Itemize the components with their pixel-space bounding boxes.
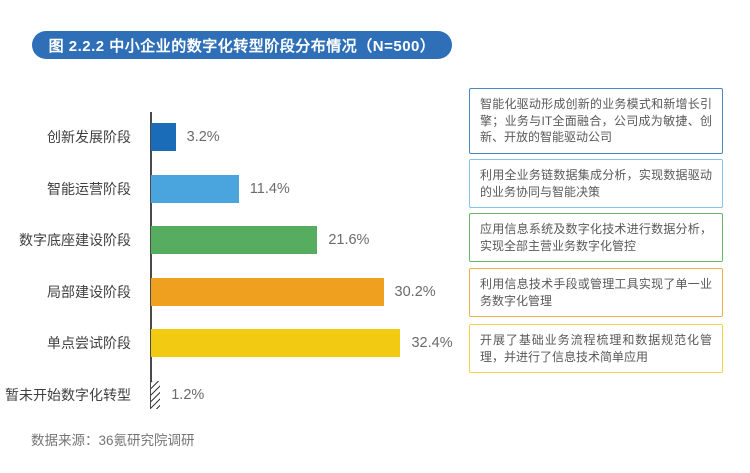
chart-title: 图 2.2.2 中小企业的数字化转型阶段分布情况（N=500）	[48, 37, 436, 55]
annotation-text: 利用信息技术手段或管理工具实现了单一业务数字化管理	[480, 277, 712, 308]
category-label: 数字底座建设阶段	[19, 232, 131, 248]
annotation-box: 智能化驱动形成创新的业务模式和新增长引擎；业务与IT全面融合，公司成为敏捷、创新…	[469, 88, 723, 154]
bar-row: 暂未开始数字化转型 1.2%	[0, 380, 460, 409]
chart-title-banner: 图 2.2.2 中小企业的数字化转型阶段分布情况（N=500）	[32, 31, 452, 59]
annotation-box: 开展了基础业务流程梳理和数据规范化管理，并进行了信息技术简单应用	[469, 324, 723, 373]
category-label: 局部建设阶段	[47, 283, 131, 300]
value-label: 11.4%	[249, 180, 290, 197]
bar	[151, 174, 239, 203]
category-label: 单点尝试阶段	[47, 335, 131, 351]
bar-row: 数字底座建设阶段 21.6%	[0, 226, 460, 254]
bar-row: 创新发展阶段 3.2%	[0, 123, 460, 151]
annotation-text: 智能化驱动形成创新的业务模式和新增长引擎；业务与IT全面融合，公司成为敏捷、创新…	[480, 97, 712, 144]
bar	[151, 380, 161, 409]
bar	[151, 277, 384, 306]
y-axis-line	[150, 112, 152, 409]
value-label: 1.2%	[171, 386, 205, 403]
annotation-box: 利用信息技术手段或管理工具实现了单一业务数字化管理	[469, 268, 723, 317]
value-label: 32.4%	[411, 335, 453, 351]
annotation-box: 利用全业务链数据集成分析，实现数据驱动的业务协同与智能决策	[469, 159, 723, 208]
value-label: 3.2%	[186, 129, 220, 145]
bar-chart: 创新发展阶段 3.2% 智能运营阶段 11.4% 数字底座建设阶段 21.6% 局部建设阶段…	[0, 112, 460, 409]
category-label: 暂未开始数字化转型	[5, 386, 131, 403]
value-label: 21.6%	[328, 232, 370, 248]
data-source: 数据来源：36氪研究院调研	[31, 433, 195, 448]
bar	[151, 123, 176, 151]
annotation-box: 应用信息系统及数字化技术进行数据分析，实现全部主营业务数字化管控	[469, 213, 723, 262]
bar-row: 单点尝试阶段 32.4%	[0, 329, 460, 357]
value-label: 30.2%	[394, 283, 436, 300]
bar	[151, 329, 401, 357]
annotation-text: 利用全业务链数据集成分析，实现数据驱动的业务协同与智能决策	[480, 168, 712, 199]
category-label: 创新发展阶段	[47, 129, 131, 145]
bar-row: 局部建设阶段 30.2%	[0, 277, 460, 306]
bar	[151, 226, 318, 254]
annotation-text: 开展了基础业务流程梳理和数据规范化管理，并进行了信息技术简单应用	[480, 333, 712, 364]
category-label: 智能运营阶段	[47, 180, 131, 197]
bar-row: 智能运营阶段 11.4%	[0, 174, 460, 203]
annotation-text: 应用信息系统及数字化技术进行数据分析，实现全部主营业务数字化管控	[480, 222, 712, 253]
